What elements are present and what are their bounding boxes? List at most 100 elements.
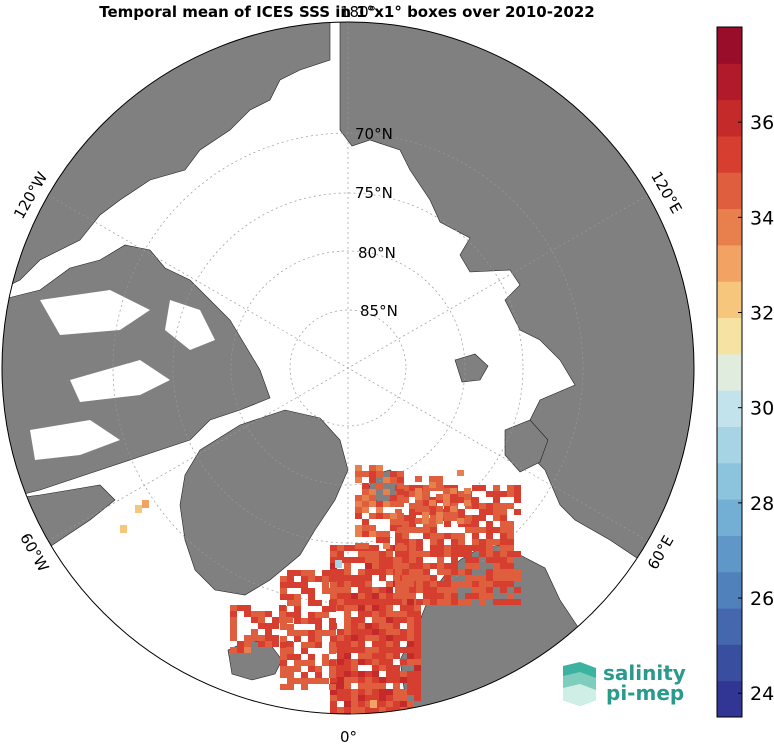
sss-cell [369, 489, 376, 495]
sss-cell [500, 581, 507, 587]
sss-cell [287, 612, 294, 618]
sss-cell [372, 635, 379, 641]
sss-cell [358, 599, 365, 605]
sss-cell [407, 641, 414, 647]
sss-cell [365, 653, 372, 659]
sss-cell [258, 617, 265, 623]
sss-cell [358, 617, 365, 623]
sss-cell [486, 503, 493, 509]
sss-data-field [120, 465, 521, 714]
sss-cell [237, 647, 244, 653]
sss-cell [423, 593, 430, 599]
sss-cell [369, 471, 376, 477]
sss-cell [329, 630, 336, 636]
sss-cell [308, 576, 315, 582]
sss-cell [451, 557, 458, 563]
sss-cell [379, 599, 386, 605]
colorbar-segment [717, 208, 742, 246]
sss-cell [397, 489, 404, 495]
sss-cell [486, 521, 493, 527]
sss-cell [308, 588, 315, 594]
sss-cell [355, 507, 362, 513]
colorbar-segment [717, 462, 742, 500]
sss-cell [437, 533, 444, 539]
sss-cell [493, 581, 500, 587]
sss-cell [402, 575, 409, 581]
sss-cell [500, 515, 507, 521]
sss-cell [514, 551, 521, 557]
sss-cell [362, 525, 369, 531]
sss-cell [315, 618, 322, 624]
sss-cell [287, 594, 294, 600]
sss-cell [416, 587, 423, 593]
sss-cell [358, 701, 365, 707]
sss-cell [422, 506, 429, 512]
sss-cell [415, 518, 422, 524]
sss-cell [337, 689, 344, 695]
channel-4 [165, 300, 215, 350]
sss-cell [372, 677, 379, 683]
sss-cell [402, 497, 409, 503]
sss-cell [344, 605, 351, 611]
sss-cell [479, 581, 486, 587]
sss-cell [437, 599, 444, 605]
sss-cell [265, 641, 272, 647]
sss-cell [400, 635, 407, 641]
sss-cell [507, 569, 514, 575]
sss-cell [407, 635, 414, 641]
sss-cell [386, 617, 393, 623]
sss-cell [379, 695, 386, 701]
sss-cell [315, 678, 322, 684]
sss-cell [486, 533, 493, 539]
sss-cell [337, 647, 344, 653]
sss-cell [294, 654, 301, 660]
sss-cell [437, 539, 444, 545]
sss-cell [486, 569, 493, 575]
sss-cell [344, 641, 351, 647]
sss-cell [337, 581, 344, 587]
sss-cell [362, 489, 369, 495]
sss-cell [400, 671, 407, 677]
sss-cell [358, 641, 365, 647]
sss-cell [301, 570, 308, 576]
sss-cell [472, 503, 479, 509]
sss-cell [514, 485, 521, 491]
sss-cell [414, 671, 421, 677]
sss-cell [397, 519, 404, 525]
sss-cell [372, 557, 379, 563]
sss-cell [286, 647, 293, 653]
lat-circle-80 [230, 250, 466, 486]
sss-cell [358, 605, 365, 611]
sss-cell [451, 593, 458, 599]
sss-cell [395, 593, 402, 599]
sss-cell [365, 587, 372, 593]
sss-cell [329, 624, 336, 630]
lat-label-80: 80°N [358, 244, 396, 262]
channel-2 [70, 360, 170, 402]
sss-cell [322, 606, 329, 612]
sss-cell [507, 533, 514, 539]
sss-cell [514, 509, 521, 515]
sss-cell [402, 539, 409, 545]
sss-cell [393, 707, 400, 713]
sss-cell [355, 543, 362, 549]
sss-cell [365, 629, 372, 635]
sss-cell [458, 491, 465, 497]
sss-cell [265, 623, 272, 629]
colorbar-segment [717, 317, 742, 355]
sss-cell [458, 509, 465, 515]
sss-cell [279, 617, 286, 623]
sss-cell [500, 521, 507, 527]
sss-cell [407, 629, 414, 635]
sss-cell [358, 707, 365, 713]
sss-cell [493, 485, 500, 491]
sss-cell [379, 653, 386, 659]
sss-cell [395, 569, 402, 575]
sss-cell [330, 563, 337, 569]
sss-cell [386, 647, 393, 653]
sss-cell [393, 677, 400, 683]
lat-circle-75 [172, 192, 524, 544]
sss-cell [414, 653, 421, 659]
sss-cell [437, 545, 444, 551]
sss-cell [344, 695, 351, 701]
